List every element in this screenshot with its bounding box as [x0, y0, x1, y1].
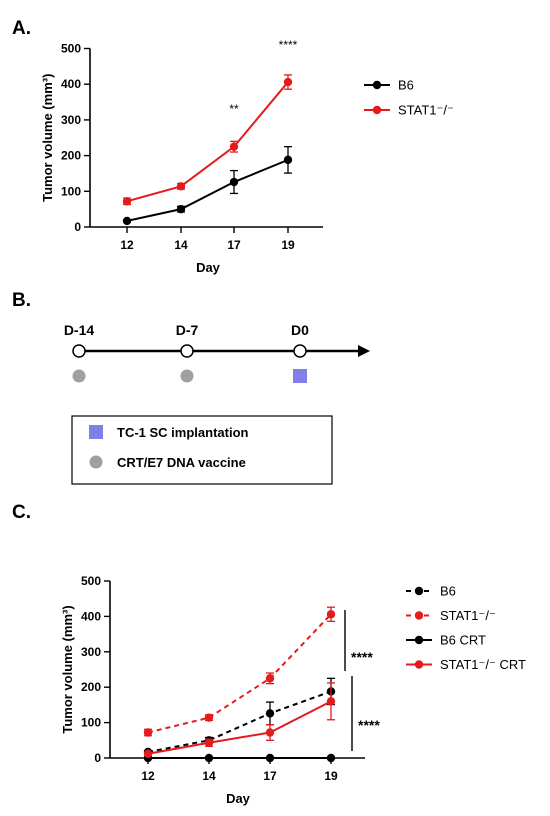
chart-a-legend-label-stat1-ko: STAT1⁻/⁻ — [398, 103, 454, 118]
legend-implant-square — [89, 425, 103, 439]
chart-c-point-stat1-ko-crt — [265, 728, 275, 737]
timeline-legend-box — [71, 415, 333, 485]
chart-a-y-axis-label: Tumor volume (mm³) — [40, 74, 55, 202]
chart-c-x-tick-label: 19 — [324, 769, 338, 783]
chart-a-x-tick-label: 12 — [120, 238, 134, 252]
legend-implant-label: TC-1 SC implantation — [117, 425, 249, 440]
chart-c-point-stat1-ko-crt — [143, 749, 153, 758]
panel-label-b: B. — [12, 290, 31, 311]
chart-a-y-tick-label: 0 — [74, 220, 81, 234]
chart-a-series-line-b6 — [126, 158, 289, 222]
chart-a-point-stat1-ko — [283, 77, 293, 87]
chart-c-legend-label-stat1-ko-dashed: STAT1⁻/⁻ — [440, 608, 496, 623]
timeline-day-d0: D0 — [291, 322, 309, 338]
chart-a-significance-label: ** — [229, 102, 239, 116]
chart-a-x-tick-label: 19 — [281, 238, 295, 252]
chart-a-point-b6 — [283, 155, 293, 165]
chart-c-series-line-stat1-ko-crt — [147, 700, 332, 755]
chart-a-legend-label-b6: B6 — [398, 78, 414, 93]
timeline-day-d-7: D-7 — [176, 322, 199, 338]
chart-a-significance-label: **** — [279, 38, 298, 52]
chart-c-y-tick-label: 500 — [81, 574, 101, 588]
chart-c-x-axis-label: Day — [226, 791, 251, 806]
chart-a-point-stat1-ko — [176, 182, 186, 191]
chart-a-y-tick-label: 400 — [61, 77, 81, 91]
chart-a-x-tick-label: 17 — [227, 238, 241, 252]
timeline-diagram: D-14 D-7 D0 TC-1 SC implantation CRT/E7 … — [64, 322, 370, 485]
chart-a-y-tick-label: 100 — [61, 184, 81, 198]
chart-c-y-axis-label: Tumor volume (mm³) — [60, 605, 75, 733]
chart-c: 0 100 200 300 400 500 12 14 17 19 Day Tumor volume … — [60, 574, 526, 806]
chart-c-legend-marker-stat1-ko-dashed — [414, 611, 424, 620]
chart-c-point-stat1-ko-dashed — [143, 728, 153, 737]
chart-a-y-tick-label: 300 — [61, 113, 81, 127]
chart-c-legend-marker-stat1-ko-crt — [414, 660, 424, 669]
chart-c-x-tick-label: 12 — [141, 769, 155, 783]
chart-a-point-stat1-ko — [122, 197, 132, 206]
chart-c-significance-label: **** — [351, 649, 373, 665]
timeline-marker-d-7 — [180, 344, 194, 358]
chart-c-y-tick-label: 0 — [94, 751, 101, 765]
legend-vaccine-label: CRT/E7 DNA vaccine — [117, 455, 246, 470]
vaccine-dot-d-7 — [180, 369, 194, 383]
chart-a: 0 100 200 300 400 500 12 14 17 19 Day Tumor volume … — [40, 38, 454, 275]
implant-square-d0 — [293, 369, 307, 383]
chart-c-y-tick-label: 300 — [81, 645, 101, 659]
chart-c-legend-marker-b6-dashed — [414, 586, 424, 596]
chart-c-legend-label-b6-crt: B6 CRT — [440, 633, 486, 648]
chart-c-y-tick-label: 200 — [81, 680, 101, 694]
chart-c-x-tick-label: 17 — [263, 769, 277, 783]
chart-c-point-stat1-ko-crt — [204, 738, 214, 747]
chart-c-series-line-stat1-ko-dashed — [147, 613, 332, 734]
chart-c-legend-label-b6-dashed: B6 — [440, 584, 456, 599]
chart-a-y-tick-label: 200 — [61, 149, 81, 163]
chart-a-point-b6 — [229, 177, 239, 187]
panel-label-a: A. — [12, 18, 31, 39]
chart-a-point-b6 — [122, 216, 132, 226]
chart-c-significance-label: **** — [358, 717, 380, 733]
chart-c-point-stat1-ko-dashed — [204, 713, 214, 722]
chart-c-point-stat1-ko-dashed — [265, 674, 275, 683]
chart-a-point-b6 — [176, 204, 186, 214]
chart-c-series-line-b6-dashed — [147, 690, 332, 753]
panel-label-c: C. — [12, 502, 31, 523]
timeline-day-d-14: D-14 — [64, 322, 95, 338]
chart-a-legend-marker-stat1-ko — [372, 105, 382, 115]
chart-c-y-tick-label: 400 — [81, 609, 101, 623]
chart-c-point-stat1-ko-crt — [326, 697, 336, 706]
chart-c-point-b6-dashed — [265, 709, 275, 718]
chart-c-legend-label-stat1-ko-crt: STAT1⁻/⁻ CRT — [440, 657, 526, 672]
chart-a-y-tick-label: 500 — [61, 42, 81, 56]
chart-c-point-b6-crt — [326, 753, 336, 763]
chart-c-point-b6-crt — [204, 753, 214, 763]
chart-a-series-line-stat1-ko — [126, 81, 289, 203]
chart-a-legend-marker-b6 — [372, 80, 382, 90]
timeline-arrowhead — [358, 345, 370, 357]
chart-a-x-tick-label: 14 — [174, 238, 188, 252]
chart-c-y-tick-label: 100 — [81, 716, 101, 730]
chart-a-point-stat1-ko — [229, 142, 239, 151]
timeline-marker-d0 — [293, 344, 307, 358]
chart-c-point-stat1-ko-dashed — [326, 610, 336, 619]
chart-c-x-tick-label: 14 — [202, 769, 216, 783]
legend-vaccine-dot — [89, 455, 103, 469]
timeline-marker-d-14 — [72, 344, 86, 358]
chart-a-x-axis-label: Day — [196, 260, 221, 275]
vaccine-dot-d-14 — [72, 369, 86, 383]
chart-c-legend-marker-b6-crt — [414, 635, 424, 645]
chart-c-point-b6-crt — [265, 753, 275, 763]
